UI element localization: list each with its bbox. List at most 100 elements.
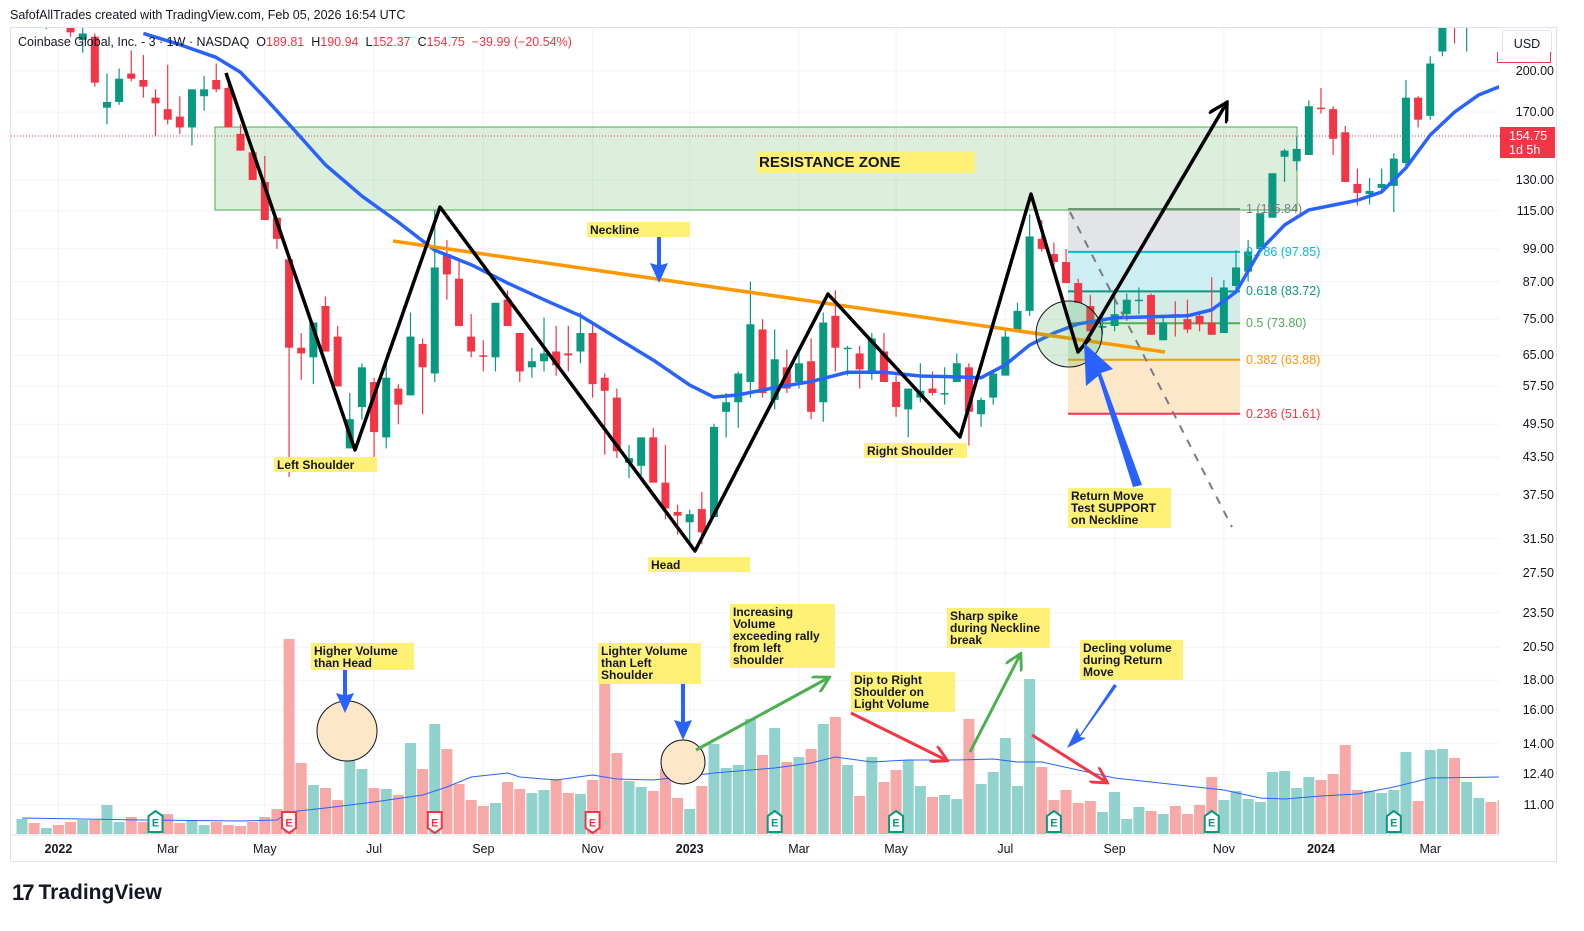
volume-bar bbox=[914, 786, 926, 834]
sharp-spike-label[interactable]: Sharp spike during Neckline break bbox=[947, 608, 1050, 648]
return-move-label[interactable]: Return Move Test SUPPORT on Neckline bbox=[1068, 488, 1171, 528]
candle-body bbox=[1280, 150, 1289, 157]
declining-volume-label[interactable]: Decling volume during Return Move bbox=[1080, 640, 1183, 680]
candle-body bbox=[1438, 28, 1447, 52]
earnings-marker-icon[interactable]: E bbox=[584, 811, 601, 835]
lighter-volume-circle[interactable] bbox=[660, 739, 706, 785]
higher-volume-circle[interactable] bbox=[316, 700, 378, 762]
candle-body bbox=[989, 373, 998, 398]
candle bbox=[479, 340, 488, 372]
earnings-marker-icon[interactable]: E bbox=[426, 811, 443, 835]
price-axis-label: 65.00 bbox=[1522, 348, 1554, 363]
volume-bar bbox=[1242, 799, 1254, 834]
sharp-spike-arrow[interactable] bbox=[968, 655, 1020, 753]
change-value: −39.99 (−20.54%) bbox=[471, 35, 572, 49]
lighter-volume-label[interactable]: Lighter Volume than Left Shoulder bbox=[598, 643, 701, 684]
dip-right-shoulder-arrow[interactable] bbox=[850, 711, 946, 760]
candle-body bbox=[734, 373, 743, 403]
candle-body bbox=[952, 363, 961, 383]
volume-bar bbox=[890, 770, 902, 834]
candle bbox=[977, 397, 986, 427]
earnings-marker-label: E bbox=[152, 818, 159, 830]
fib-level-label: 0.786 (97.85) bbox=[1246, 244, 1321, 259]
return-move-volume-arrow[interactable] bbox=[1031, 733, 1106, 782]
candle-body bbox=[102, 101, 111, 108]
candle bbox=[297, 333, 306, 380]
candle bbox=[1453, 28, 1456, 44]
candle-body bbox=[321, 306, 330, 352]
time-axis-label: Nov bbox=[1212, 842, 1235, 856]
resistance-zone[interactable] bbox=[214, 126, 1298, 211]
volume-bar bbox=[538, 790, 550, 834]
earnings-marker-icon[interactable]: E bbox=[888, 809, 905, 833]
right-shoulder-label[interactable]: Right Shoulder bbox=[864, 443, 967, 458]
projection-dashed-line[interactable] bbox=[1069, 211, 1233, 528]
earnings-marker-icon[interactable]: E bbox=[766, 809, 783, 833]
volume-bar bbox=[611, 753, 623, 834]
candle bbox=[1098, 314, 1107, 335]
candle-body bbox=[370, 382, 379, 433]
volume-bar bbox=[1060, 790, 1072, 834]
candle bbox=[102, 73, 111, 125]
volume-bar bbox=[866, 757, 878, 834]
earnings-marker-icon[interactable]: E bbox=[1045, 809, 1062, 833]
earnings-marker-icon[interactable]: E bbox=[1203, 809, 1220, 833]
volume-bar bbox=[769, 728, 781, 834]
candle-body bbox=[1074, 283, 1083, 303]
candle bbox=[709, 423, 718, 518]
candle-body bbox=[1256, 213, 1265, 249]
earnings-marker-label: E bbox=[1050, 818, 1057, 830]
time-axis-label: Mar bbox=[1419, 842, 1441, 856]
candle bbox=[758, 319, 767, 398]
candle bbox=[333, 325, 342, 387]
candle bbox=[1401, 80, 1410, 167]
candle bbox=[54, 0, 62, 17]
increasing-volume-label[interactable]: Increasing Volume exceeding rally from l… bbox=[730, 604, 835, 668]
higher-volume-label[interactable]: Higher Volume than Head bbox=[311, 643, 414, 670]
volume-bar bbox=[283, 639, 295, 834]
candle-body bbox=[612, 397, 621, 452]
volume-bar bbox=[623, 781, 635, 834]
candle bbox=[1316, 88, 1325, 114]
candle-body bbox=[1098, 325, 1107, 328]
head-label[interactable]: Head bbox=[648, 557, 750, 572]
candle-body bbox=[503, 299, 512, 326]
candle-body bbox=[248, 152, 257, 180]
dip-right-shoulder-label[interactable]: Dip to Right Shoulder on Light Volume bbox=[851, 672, 955, 712]
earnings-marker-icon[interactable]: E bbox=[1385, 809, 1402, 833]
fib-level-label: 1 (115.84) bbox=[1246, 202, 1303, 217]
tradingview-logo[interactable]: 17 TradingView bbox=[12, 880, 162, 906]
volume-bar bbox=[368, 788, 380, 834]
candle-body bbox=[600, 377, 609, 391]
price-axis-label: 75.00 bbox=[1522, 312, 1554, 327]
time-axis-label: May bbox=[252, 842, 277, 856]
resistance-zone-label[interactable]: RESISTANCE ZONE bbox=[757, 152, 975, 173]
candle bbox=[515, 333, 524, 383]
symbol-legend[interactable]: Coinbase Global, Inc. - 3 · 1W · NASDAQ … bbox=[18, 35, 572, 49]
earnings-marker-icon[interactable]: E bbox=[147, 809, 164, 833]
volume-bar bbox=[125, 817, 137, 834]
target-arrow[interactable] bbox=[1082, 104, 1226, 346]
increasing-volume-arrow[interactable] bbox=[695, 678, 828, 752]
open-label: O bbox=[256, 35, 267, 49]
time-axis-label: Mar bbox=[156, 842, 179, 856]
volume-bar bbox=[514, 789, 526, 834]
neckline-label[interactable]: Neckline bbox=[587, 222, 690, 237]
candle-body bbox=[357, 367, 366, 407]
candle-body bbox=[1426, 63, 1435, 116]
earnings-marker-icon[interactable]: E bbox=[281, 811, 298, 835]
candle-body bbox=[260, 181, 269, 220]
candle-body bbox=[151, 97, 160, 104]
volume-bar bbox=[829, 717, 841, 834]
volume-bar bbox=[757, 755, 769, 834]
volume-bar bbox=[1279, 771, 1291, 834]
candle bbox=[1304, 100, 1313, 155]
head-and-shoulders-zigzag[interactable] bbox=[224, 72, 1092, 553]
candle bbox=[467, 314, 476, 358]
candle bbox=[588, 322, 597, 398]
volume-bar bbox=[465, 800, 477, 834]
left-shoulder-label[interactable]: Left Shoulder bbox=[274, 457, 377, 472]
candle-body bbox=[1499, 3, 1507, 15]
